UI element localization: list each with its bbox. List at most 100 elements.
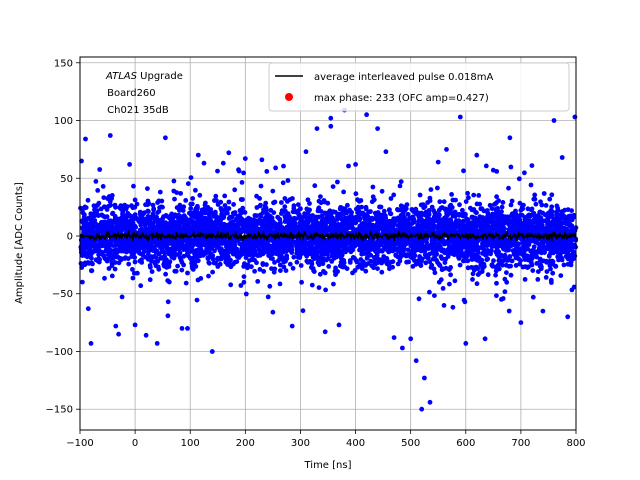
data-point (283, 217, 289, 223)
data-point (260, 239, 266, 245)
data-point (520, 240, 525, 246)
data-point (527, 238, 533, 243)
data-point (534, 261, 540, 266)
data-point (243, 291, 249, 297)
data-point (318, 194, 323, 200)
data-point (452, 211, 458, 217)
data-point (307, 201, 312, 206)
data-point (532, 196, 538, 202)
data-point (179, 267, 185, 273)
data-point (549, 280, 554, 285)
data-point (381, 208, 387, 214)
data-point (265, 294, 271, 300)
data-point (113, 323, 119, 329)
data-point (236, 168, 242, 174)
data-point (344, 266, 350, 271)
data-point (479, 257, 485, 263)
data-point (179, 219, 185, 225)
data-point (438, 254, 444, 260)
data-point (145, 252, 151, 257)
data-point (509, 258, 515, 264)
data-point (452, 250, 458, 256)
data-point (436, 207, 442, 213)
data-point (560, 225, 565, 231)
data-point (165, 278, 171, 283)
data-point (353, 191, 359, 197)
data-point (223, 255, 229, 261)
data-point (341, 258, 347, 263)
data-point (148, 264, 153, 270)
data-point (494, 200, 499, 206)
data-point (450, 304, 456, 310)
data-point (309, 259, 314, 265)
data-point (281, 249, 286, 255)
data-point (406, 259, 411, 265)
data-point (84, 216, 90, 222)
data-point (295, 202, 301, 208)
data-point (401, 222, 407, 228)
data-point (202, 220, 208, 226)
data-point (320, 259, 325, 264)
data-point (99, 212, 105, 218)
data-point (305, 210, 311, 216)
data-point (533, 227, 539, 232)
data-point (318, 200, 324, 206)
data-point (196, 248, 201, 253)
data-point (571, 212, 577, 218)
data-point (502, 289, 508, 295)
data-point (301, 214, 306, 220)
data-point (373, 224, 379, 230)
data-point (309, 282, 315, 288)
data-point (357, 247, 362, 253)
data-point (270, 256, 275, 261)
data-point (513, 263, 519, 268)
data-point (361, 224, 367, 230)
data-point (290, 265, 296, 271)
data-point (372, 259, 377, 265)
data-point (150, 202, 156, 208)
data-point (226, 199, 232, 205)
data-point (245, 265, 250, 271)
data-point (522, 170, 527, 176)
data-point (308, 225, 314, 231)
data-point (132, 214, 138, 219)
data-point (109, 273, 115, 279)
data-point (238, 283, 244, 288)
data-point (258, 212, 263, 218)
data-point (453, 224, 458, 230)
data-point (432, 293, 437, 298)
data-point (130, 267, 135, 272)
data-point (149, 269, 155, 274)
data-point (405, 211, 411, 217)
data-point (84, 229, 89, 235)
data-point (391, 192, 397, 198)
data-point (521, 252, 527, 257)
data-point (142, 238, 147, 243)
data-point (305, 259, 311, 265)
data-point (318, 209, 324, 214)
data-point (166, 264, 172, 269)
data-point (224, 206, 230, 212)
data-point (520, 206, 526, 212)
data-point (160, 204, 165, 210)
data-point (427, 289, 432, 295)
data-point (377, 224, 383, 230)
data-point (186, 239, 192, 245)
data-point (425, 255, 431, 261)
data-point (532, 192, 538, 198)
data-point (567, 242, 573, 248)
data-point (154, 217, 159, 222)
data-point (239, 180, 245, 185)
data-point (393, 216, 399, 222)
data-point (347, 245, 352, 251)
data-point (260, 261, 266, 266)
data-point (425, 200, 431, 205)
data-point (355, 264, 361, 270)
data-point (97, 167, 103, 172)
data-point (169, 254, 175, 260)
data-point (525, 206, 531, 212)
data-point (494, 293, 499, 299)
data-point (88, 220, 93, 226)
data-point (272, 260, 277, 265)
data-point (324, 257, 329, 263)
